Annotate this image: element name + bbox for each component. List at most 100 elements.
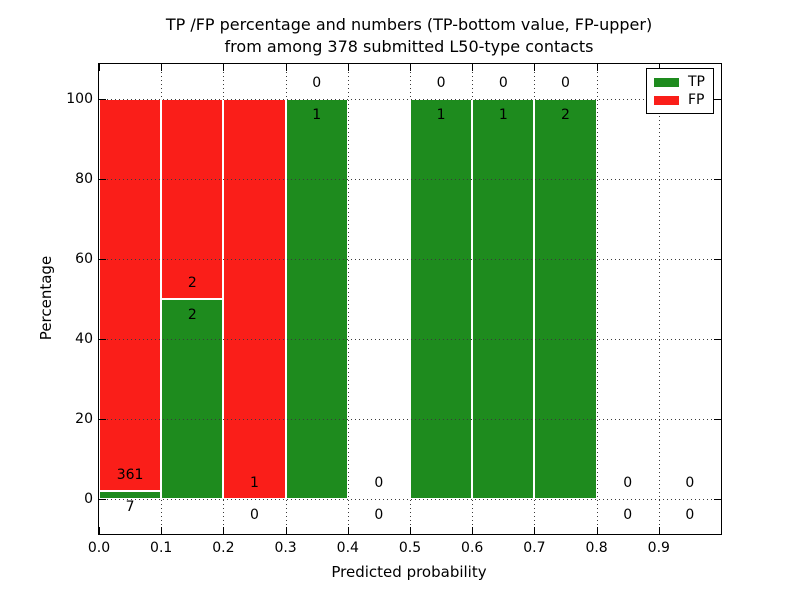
legend-entry: TP xyxy=(647,75,713,89)
y-tick-mark xyxy=(99,99,106,100)
x-tick-mark-top xyxy=(285,64,287,71)
legend-swatch-fp xyxy=(654,95,679,105)
legend: TP FP xyxy=(646,68,714,114)
x-tick-mark xyxy=(347,527,349,534)
tp-bar-segment xyxy=(410,99,473,499)
x-tick-label: 0.2 xyxy=(212,540,235,556)
h-gridline xyxy=(99,99,721,100)
legend-label: FP xyxy=(688,92,705,108)
y-axis-label: Percentage xyxy=(37,255,55,341)
tp-count-label: 0 xyxy=(250,507,259,523)
x-tick-mark-top xyxy=(161,64,163,71)
h-gridline xyxy=(99,499,721,500)
x-tick-mark xyxy=(285,527,287,534)
tp-bar-segment xyxy=(285,99,348,499)
y-tick-label: 40 xyxy=(75,331,93,347)
tp-count-label: 1 xyxy=(312,107,322,123)
y-tick-mark-right xyxy=(714,259,721,260)
x-tick-label: 0.5 xyxy=(398,540,422,556)
x-tick-mark-top xyxy=(658,64,660,71)
tp-count-label: 2 xyxy=(187,307,197,323)
x-tick-mark-top xyxy=(99,64,100,71)
x-tick-mark-top xyxy=(596,64,598,71)
tp-count-label: 2 xyxy=(561,107,570,123)
y-tick-mark xyxy=(99,179,106,180)
y-tick-label: 60 xyxy=(75,251,93,267)
x-tick-mark xyxy=(596,527,598,534)
x-tick-mark xyxy=(534,527,536,534)
tp-count-label: 0 xyxy=(374,507,384,523)
fp-count-label: 2 xyxy=(187,275,197,291)
x-tick-mark-top xyxy=(534,64,536,71)
x-tick-label: 0.6 xyxy=(461,540,484,556)
x-tick-label: 0.8 xyxy=(585,540,608,556)
fp-bar-segment xyxy=(161,99,224,299)
fp-count-label: 0 xyxy=(436,75,446,91)
y-tick-mark-right xyxy=(714,179,721,180)
chart-title: TP /FP percentage and numbers (TP-bottom… xyxy=(98,14,720,58)
y-tick-mark-right xyxy=(714,339,721,340)
fp-count-label: 0 xyxy=(498,75,508,91)
tp-count-label: 1 xyxy=(436,107,446,123)
chart-title-line2: from among 378 submitted L50-type contac… xyxy=(224,37,594,56)
fp-count-label: 1 xyxy=(250,475,259,491)
x-tick-mark xyxy=(410,527,411,534)
x-tick-label: 0.3 xyxy=(274,540,297,556)
fp-bar-segment xyxy=(223,99,286,499)
y-tick-mark-right xyxy=(714,99,721,100)
legend-label: TP xyxy=(688,74,705,90)
tp-count-label: 0 xyxy=(623,507,633,523)
h-gridline xyxy=(99,259,721,260)
fp-count-label: 0 xyxy=(374,475,384,491)
y-tick-mark xyxy=(99,339,106,340)
y-tick-label: 0 xyxy=(84,491,93,507)
x-tick-label: 0.4 xyxy=(336,540,359,556)
tp-count-label: 7 xyxy=(125,499,135,516)
y-tick-label: 20 xyxy=(75,411,93,427)
h-gridline xyxy=(99,419,721,420)
fp-count-label: 0 xyxy=(312,75,322,91)
tp-bar-segment xyxy=(534,99,597,499)
tp-bar-segment xyxy=(161,299,224,499)
v-gridline xyxy=(658,64,660,534)
fp-count-label: 0 xyxy=(623,475,633,491)
legend-swatch-tp xyxy=(654,77,679,87)
legend-entry: FP xyxy=(647,93,713,107)
x-tick-mark-top xyxy=(410,64,411,71)
chart-title-line1: TP /FP percentage and numbers (TP-bottom… xyxy=(165,15,653,34)
h-gridline xyxy=(99,179,721,180)
x-tick-mark-top xyxy=(472,64,474,71)
y-tick-mark-right xyxy=(714,419,721,420)
x-tick-mark-top xyxy=(223,64,225,71)
v-gridline xyxy=(347,64,349,534)
fp-count-label: 361 xyxy=(116,467,144,484)
x-tick-mark-top xyxy=(347,64,349,71)
x-tick-label: 0.9 xyxy=(647,540,670,556)
fp-bar-segment xyxy=(99,99,162,492)
y-tick-label: 100 xyxy=(66,91,93,107)
x-tick-label: 0.0 xyxy=(87,540,111,556)
x-tick-label: 0.1 xyxy=(150,540,173,556)
x-tick-mark xyxy=(472,527,474,534)
y-tick-mark-right xyxy=(714,499,721,500)
plot-area: TP FP 361 7 2 2 1 0 0 1 0 0 0 1 0 1 0 2 0 0 0 0 0.0 0.1 0.2 0.3 0… xyxy=(66,63,722,556)
y-tick-mark xyxy=(99,259,106,260)
x-tick-mark xyxy=(223,527,225,534)
x-tick-mark xyxy=(658,527,660,534)
tp-count-label: 0 xyxy=(685,507,695,523)
y-tick-label: 80 xyxy=(75,171,93,187)
tp-bar-segment xyxy=(99,491,162,499)
x-tick-mark xyxy=(161,527,163,534)
x-tick-mark xyxy=(99,527,100,534)
fp-count-label: 0 xyxy=(685,475,695,491)
x-tick-label: 0.7 xyxy=(523,540,546,556)
y-tick-mark xyxy=(99,499,106,500)
tp-count-label: 1 xyxy=(498,107,508,123)
fp-count-label: 0 xyxy=(561,75,570,91)
v-gridline xyxy=(596,64,598,534)
tp-bar-segment xyxy=(472,99,535,499)
x-axis-label: Predicted probability xyxy=(331,563,487,581)
y-tick-mark xyxy=(99,419,106,420)
h-gridline xyxy=(99,339,721,340)
